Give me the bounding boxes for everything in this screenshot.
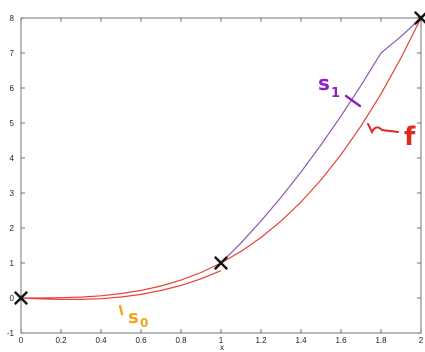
y-tick-label: 0 xyxy=(10,294,15,303)
series-line-f xyxy=(21,17,422,299)
y-tick-label: 1 xyxy=(10,259,15,268)
knot-marker xyxy=(214,256,228,270)
x-tick-label: 0.8 xyxy=(175,336,187,345)
ticks: 0 0.2 0.4 0.6 0.8 1 1.2 1.4 1.6 1.8 2 -1 0 1 2 3 4 5 6 7 8 xyxy=(7,14,424,345)
annotation-s1-pointer xyxy=(344,94,362,108)
x-tick-label: 1.8 xyxy=(375,336,387,345)
series-line-s0 xyxy=(20,270,222,300)
annotation-s0-pointer xyxy=(118,304,124,316)
series-group xyxy=(20,17,422,300)
annotation-s0-subscript: 0 xyxy=(140,316,148,330)
x-tick-label: 1.2 xyxy=(255,336,267,345)
x-tick-label: 0.2 xyxy=(55,336,67,345)
x-tick-label: 1.4 xyxy=(295,336,307,345)
knot-marker xyxy=(14,291,28,305)
annotation-f-pointer xyxy=(367,123,399,135)
y-tick-label: 2 xyxy=(10,224,15,233)
y-tick-label: 3 xyxy=(10,189,15,198)
series-line-s1 xyxy=(220,17,422,264)
annotation-f-letter: f xyxy=(404,122,416,152)
plot-frame xyxy=(20,17,422,334)
annotation-s1-letter: s xyxy=(318,71,330,95)
x-tick-label: 1 xyxy=(219,336,224,345)
annotation-s1: s 1 xyxy=(318,71,362,108)
y-tick-label: 6 xyxy=(10,84,15,93)
annotation-s0: s 0 xyxy=(118,304,148,330)
x-tick-label: 1.6 xyxy=(335,336,347,345)
y-tick-label: 5 xyxy=(10,119,15,128)
x-axis-label: x xyxy=(220,343,224,352)
y-tick-label: 7 xyxy=(10,49,15,58)
x-tick-label: 2 xyxy=(419,336,424,345)
axes xyxy=(20,17,422,334)
y-tick-label: 8 xyxy=(10,14,15,23)
y-tick-label: -1 xyxy=(7,329,15,338)
annotation-s0-letter: s xyxy=(128,307,139,328)
annotation-f: f xyxy=(367,122,416,152)
y-tick-label: 4 xyxy=(10,154,15,163)
annotation-s1-subscript: 1 xyxy=(331,86,340,101)
knot-markers xyxy=(14,11,425,305)
x-tick-label: 0.6 xyxy=(135,336,147,345)
x-tick-label: 0 xyxy=(19,336,24,345)
x-tick-label: 0.4 xyxy=(95,336,107,345)
